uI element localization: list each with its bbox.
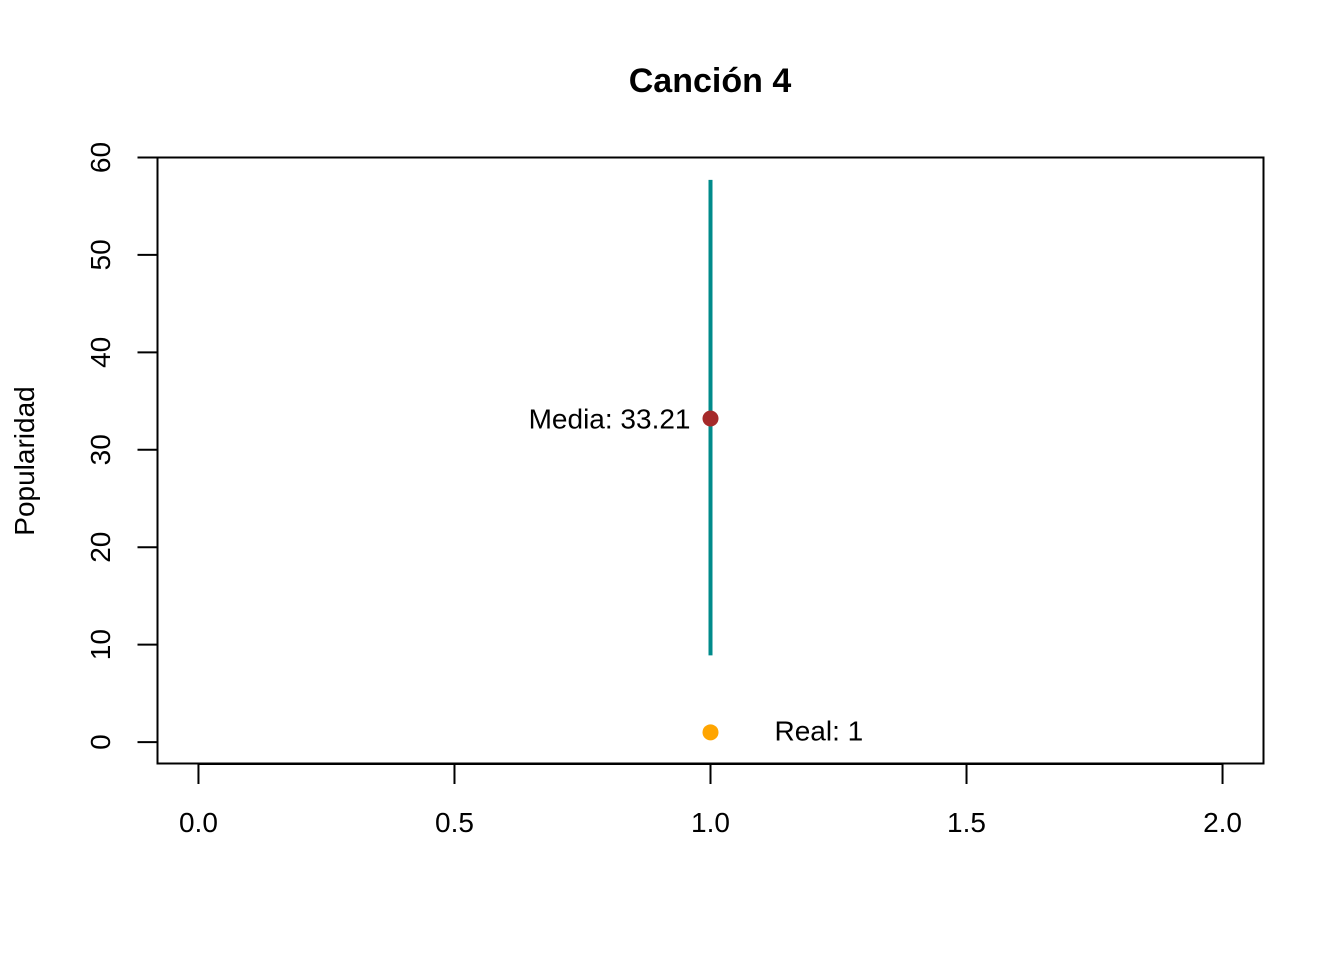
x-tick-label: 0.5 xyxy=(435,807,474,838)
chart-title: Canción 4 xyxy=(629,62,792,100)
y-axis: 0 10 20 30 40 50 60 xyxy=(85,142,159,750)
y-tick-label: 30 xyxy=(85,434,116,465)
x-tick-label: 2.0 xyxy=(1203,807,1242,838)
y-tick-label: 0 xyxy=(85,734,116,750)
mean-point xyxy=(702,410,719,427)
y-tick-label: 50 xyxy=(85,239,116,270)
y-tick-label: 10 xyxy=(85,629,116,660)
real-point xyxy=(702,724,719,741)
x-axis: 0.0 0.5 1.0 1.5 2.0 xyxy=(179,763,1242,838)
x-tick-label: 1.0 xyxy=(691,807,730,838)
y-tick-label: 60 xyxy=(85,142,116,173)
y-tick-label: 20 xyxy=(85,532,116,563)
chart-marks: Media: 33.21 Real: 1 xyxy=(529,179,864,746)
x-tick-label: 0.0 xyxy=(179,807,218,838)
x-tick-label: 1.5 xyxy=(947,807,986,838)
mean-label: Media: 33.21 xyxy=(529,404,691,435)
y-tick-label: 40 xyxy=(85,337,116,368)
y-axis-label: Popularidad xyxy=(9,386,40,535)
real-label: Real: 1 xyxy=(775,715,864,746)
